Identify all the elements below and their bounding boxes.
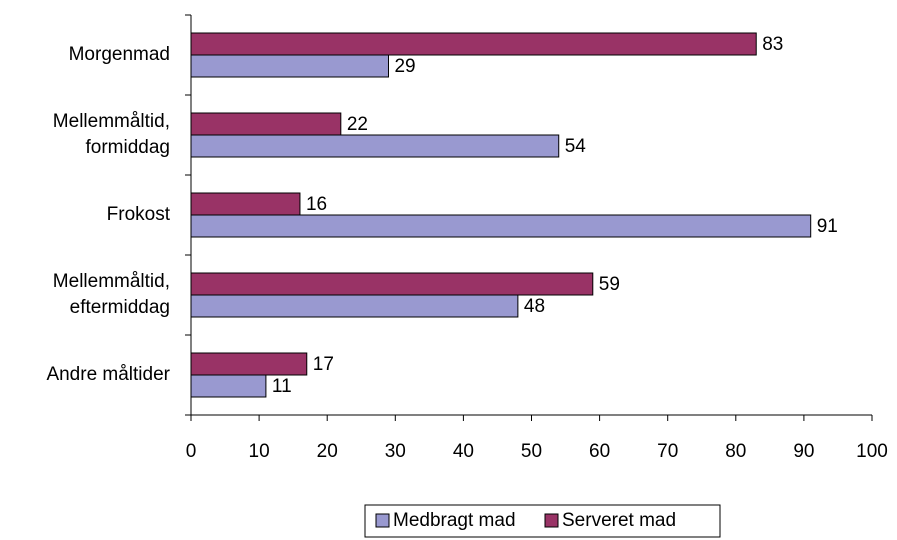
x-tick-label: 80 [725, 441, 746, 462]
category-label: Morgenmad [68, 44, 170, 65]
bar [190, 272, 594, 296]
x-tick-label: 20 [317, 441, 338, 462]
data-label: 91 [817, 216, 838, 237]
category-label: Mellemmåltid, eftermiddag [52, 271, 170, 318]
data-label: 48 [524, 296, 545, 317]
bar [190, 54, 389, 78]
legend-box [364, 504, 721, 538]
bar [190, 134, 560, 158]
data-label: 29 [394, 56, 415, 77]
data-label: 17 [313, 354, 334, 375]
category-label: Mellemmåltid, formiddag [52, 111, 170, 158]
data-label: 54 [565, 136, 587, 157]
x-tick-label: 60 [589, 441, 610, 462]
legend-label: Medbragt mad [393, 510, 516, 531]
bar [190, 214, 812, 238]
data-label: 83 [762, 34, 783, 55]
category-label: Frokost [106, 204, 170, 225]
data-label: 22 [347, 114, 368, 135]
x-tick-label: 70 [657, 441, 678, 462]
data-label: 16 [306, 194, 327, 215]
x-tick-label: 10 [249, 441, 270, 462]
bar [190, 192, 301, 216]
bar [190, 374, 267, 398]
bar [190, 294, 519, 318]
x-tick-label: 50 [521, 441, 542, 462]
legend-swatch [544, 513, 559, 528]
data-label: 11 [272, 376, 292, 397]
bar [190, 112, 342, 136]
legend-label: Serveret mad [562, 510, 676, 531]
bar [190, 32, 757, 56]
legend-swatch [375, 513, 390, 528]
category-label: Andre måltider [46, 364, 170, 385]
x-tick-label: 100 [856, 441, 888, 462]
x-tick-label: 0 [186, 441, 197, 462]
x-tick-label: 40 [453, 441, 474, 462]
x-tick-label: 30 [385, 441, 406, 462]
bar [190, 352, 308, 376]
data-label: 59 [599, 274, 620, 295]
x-tick-label: 90 [793, 441, 814, 462]
